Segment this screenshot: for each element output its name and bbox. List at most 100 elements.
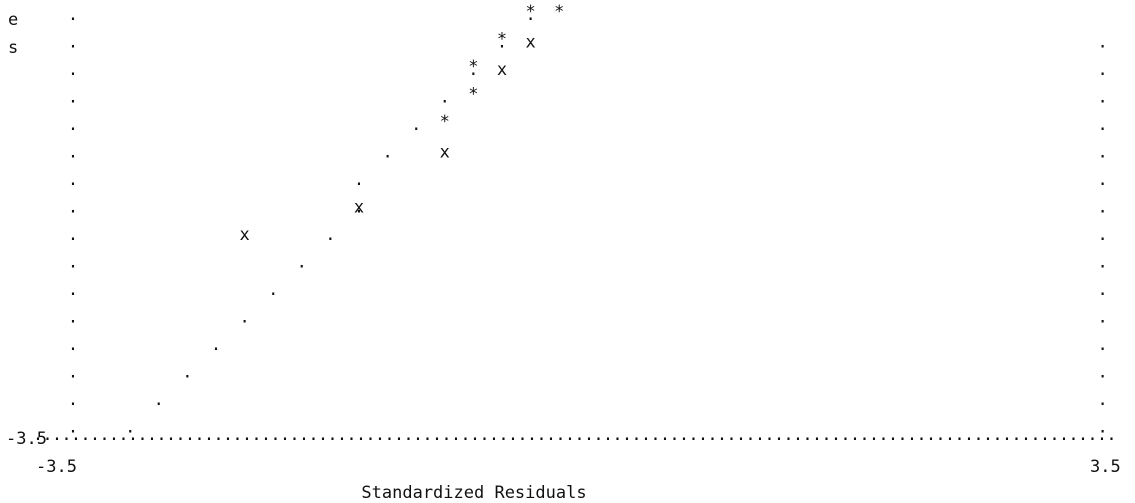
reference-line-dot: . — [182, 363, 192, 383]
baseline-dot: . — [422, 425, 432, 445]
baseline-dot: . — [346, 425, 356, 445]
baseline-dot: . — [223, 425, 233, 445]
reference-line-dot: . — [468, 60, 478, 80]
reference-line-dot: . — [382, 143, 392, 163]
baseline-dot: . — [365, 425, 375, 445]
baseline-dot: . — [755, 425, 765, 445]
baseline-dot: . — [1011, 425, 1021, 445]
baseline-dot: . — [631, 425, 641, 445]
baseline-dot: . — [118, 425, 128, 445]
baseline-dot: . — [327, 425, 337, 445]
baseline-dot: . — [403, 425, 413, 445]
baseline-dot: . — [1059, 425, 1069, 445]
left-axis-dot: . — [68, 5, 78, 25]
y-axis-label-fragment-e: e — [8, 10, 18, 30]
baseline-dot: . — [565, 425, 575, 445]
baseline-dot: . — [574, 425, 584, 445]
baseline-dot: . — [508, 425, 518, 445]
y-axis-label-fragment-s: s — [8, 38, 18, 58]
baseline-dot: . — [33, 425, 43, 445]
baseline-dot: . — [232, 425, 242, 445]
baseline-dot: . — [859, 425, 869, 445]
left-axis-dot: . — [68, 115, 78, 135]
x-axis-min-label: -3.5 — [36, 457, 77, 477]
data-point-star: * — [440, 112, 450, 132]
data-point-x: x — [239, 225, 249, 245]
baseline-dot: . — [840, 425, 850, 445]
baseline-dot: . — [802, 425, 812, 445]
baseline-dot: . — [536, 425, 546, 445]
baseline-dot: . — [945, 425, 955, 445]
baseline-dot: . — [1078, 425, 1088, 445]
right-axis-dot: . — [1097, 33, 1107, 53]
baseline-dot: . — [432, 425, 442, 445]
baseline-dot: . — [280, 425, 290, 445]
baseline-dot: . — [992, 425, 1002, 445]
reference-line-dot: . — [497, 33, 507, 53]
baseline-dot: . — [137, 425, 147, 445]
baseline-dot: . — [669, 425, 679, 445]
baseline-dot: . — [593, 425, 603, 445]
reference-line-dot: . — [354, 198, 364, 218]
baseline-dot: . — [109, 425, 119, 445]
baseline-dot: . — [441, 425, 451, 445]
reference-line-dot: . — [325, 225, 335, 245]
data-points: xxx*** x* x* * — [239, 2, 564, 245]
baseline-dot: . — [812, 425, 822, 445]
reference-line-dot: . — [268, 280, 278, 300]
baseline-dot: . — [717, 425, 727, 445]
baseline-dot: . — [850, 425, 860, 445]
reference-line-dot: . — [125, 418, 135, 438]
data-point-x: x — [525, 33, 535, 53]
baseline-dot: . — [270, 425, 280, 445]
baseline-dot: . — [61, 425, 71, 445]
baseline-dot: . — [964, 425, 974, 445]
baseline-dot: . — [99, 425, 109, 445]
data-point-star: * — [468, 57, 478, 77]
left-axis-dot: . — [68, 390, 78, 410]
left-axis-dot: . — [68, 143, 78, 163]
baseline-dot: . — [916, 425, 926, 445]
left-axis-dot: . — [68, 308, 78, 328]
baseline-dot: . — [375, 425, 385, 445]
reference-line-dot: . — [297, 253, 307, 273]
baseline-dot: . — [821, 425, 831, 445]
baseline-dot: . — [308, 425, 318, 445]
baseline-dot: . — [242, 425, 252, 445]
baseline-dot: . — [166, 425, 176, 445]
baseline-dot: . — [80, 425, 90, 445]
left-axis-dot: . — [68, 225, 78, 245]
baseline-dot: . — [394, 425, 404, 445]
data-point-x: x — [354, 198, 364, 218]
baseline-dot: . — [1068, 425, 1078, 445]
data-point-x: x — [497, 60, 507, 80]
baseline-dot: . — [261, 425, 271, 445]
reference-line-dot: . — [440, 88, 450, 108]
baseline-dot: . — [156, 425, 166, 445]
baseline-dot: . — [793, 425, 803, 445]
right-axis-dot: . — [1097, 88, 1107, 108]
baseline-dot: . — [878, 425, 888, 445]
baseline-dot: . — [888, 425, 898, 445]
right-axis-dot: . — [1097, 198, 1107, 218]
baseline-dot: . — [460, 425, 470, 445]
baseline-dot: . — [1002, 425, 1012, 445]
left-axis-dot: . — [68, 170, 78, 190]
baseline-dot: . — [1087, 425, 1097, 445]
baseline-dot: . — [603, 425, 613, 445]
baseline-dot: . — [584, 425, 594, 445]
right-axis-dot: . — [1097, 170, 1107, 190]
baseline-dot: . — [318, 425, 328, 445]
baseline-dot: . — [774, 425, 784, 445]
baseline-dot: . — [470, 425, 480, 445]
baseline-dot: . — [479, 425, 489, 445]
reference-line-dot: . — [239, 308, 249, 328]
baseline-dot: . — [413, 425, 423, 445]
axis-frame: ........................................… — [33, 5, 1117, 445]
reference-line-dot: . — [354, 170, 364, 190]
reference-line-dot: . — [525, 5, 535, 25]
baseline-dot: . — [926, 425, 936, 445]
y-axis-min-label: -3.5 — [6, 429, 47, 449]
baseline-dot: . — [736, 425, 746, 445]
baseline-dot: . — [52, 425, 62, 445]
